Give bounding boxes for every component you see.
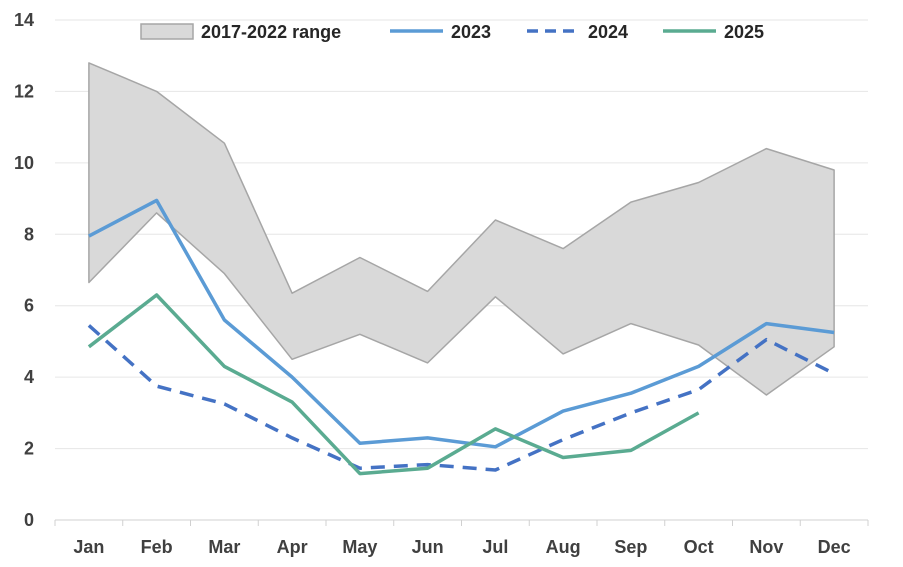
y-tick-label: 4 (24, 367, 34, 387)
legend-label-2024: 2024 (588, 22, 628, 42)
x-tick-label: Jun (412, 537, 444, 557)
axes-layer: 0 2 4 6 8 10 12 14 Jan Feb Mar Apr May Jun Jul Aug Sep Oc… (14, 10, 869, 557)
series-line-2025 (87, 293, 700, 476)
y-tick-label: 2 (24, 439, 34, 459)
x-tick-label: May (342, 537, 377, 557)
x-tick-label: Mar (208, 537, 240, 557)
x-tick-label: Feb (141, 537, 173, 557)
x-tick-label: Jan (73, 537, 104, 557)
x-tick-label: Oct (684, 537, 714, 557)
x-tick-label: Jul (482, 537, 508, 557)
series-line-2024 (87, 324, 835, 472)
series-lines-layer (87, 198, 835, 476)
y-tick-label: 6 (24, 296, 34, 316)
legend-swatch-range (140, 23, 194, 40)
x-tick-label: Dec (818, 537, 851, 557)
series-line-2023 (88, 198, 835, 449)
x-tick-label: Aug (546, 537, 581, 557)
y-tick-label: 0 (24, 510, 34, 530)
x-tick-label: Apr (277, 537, 308, 557)
legend-label-2023: 2023 (451, 22, 491, 42)
y-tick-label: 14 (14, 10, 34, 30)
range-band-layer (88, 62, 835, 396)
y-tick-label: 8 (24, 224, 34, 244)
x-tick-label: Sep (614, 537, 647, 557)
y-tick-label: 10 (14, 153, 34, 173)
x-tick-label: Nov (749, 537, 783, 557)
legend-label-2025: 2025 (724, 22, 764, 42)
range-band-area (88, 62, 835, 396)
y-tick-label: 12 (14, 81, 34, 101)
legend-label-range: 2017-2022 range (201, 22, 341, 42)
legend: 2017-2022 range 2023 2024 2025 (140, 22, 764, 42)
